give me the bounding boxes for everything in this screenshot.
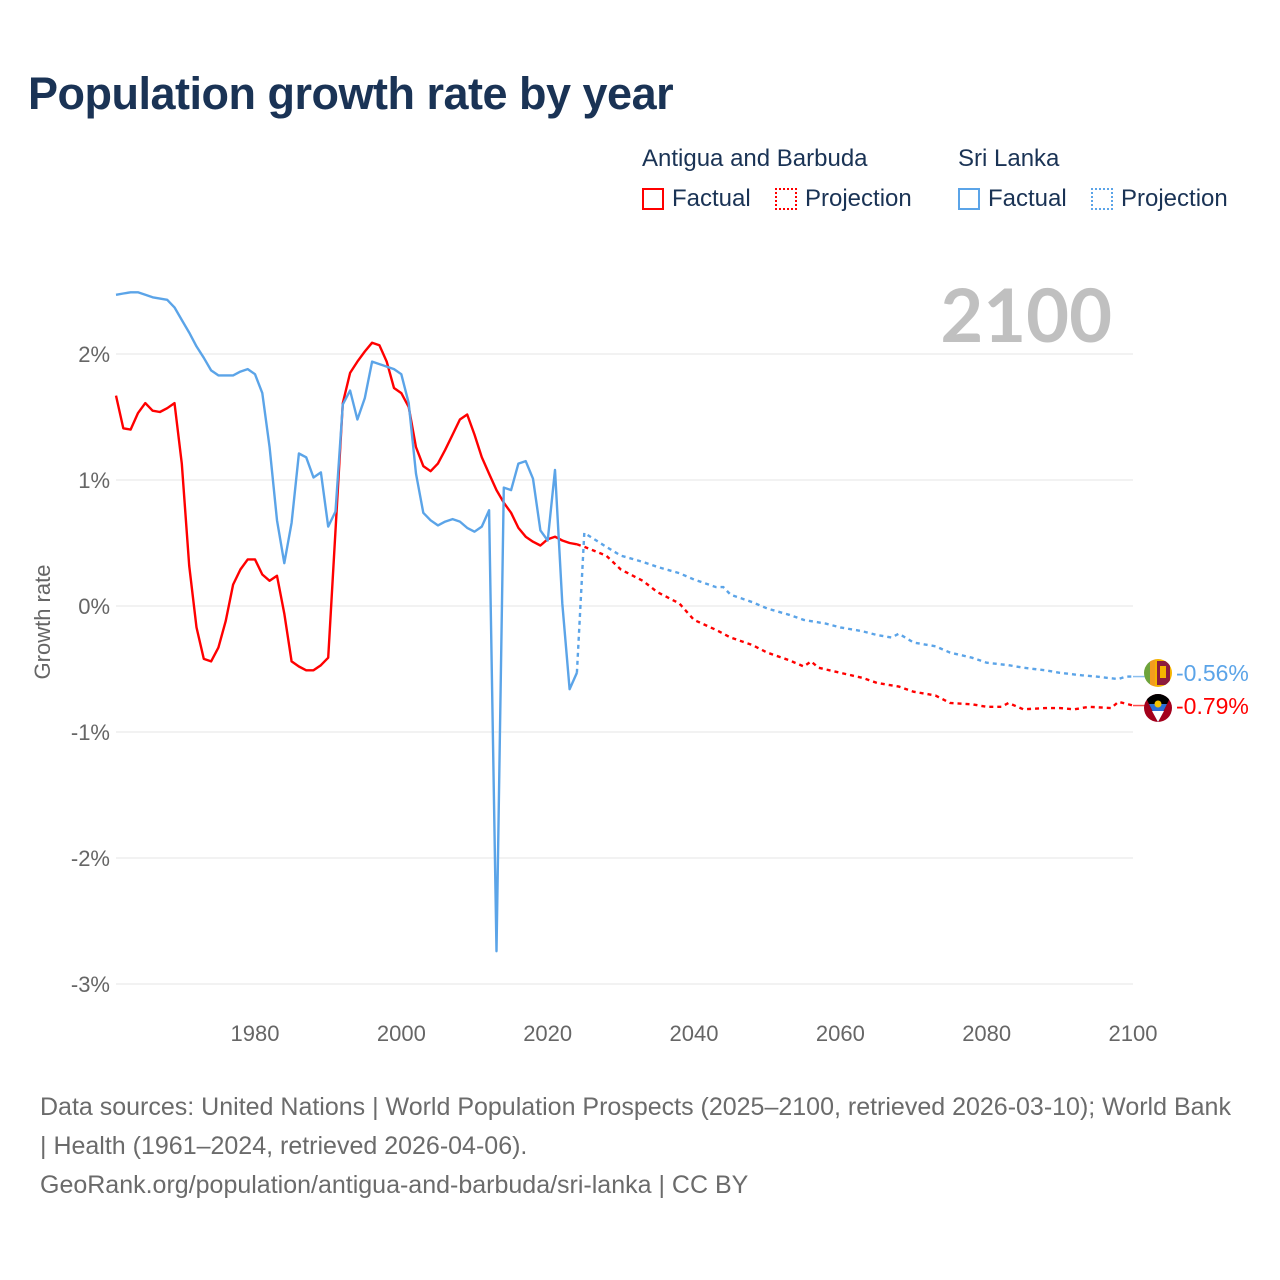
y-tick-label: 0% bbox=[78, 594, 110, 619]
x-tick-label: 2000 bbox=[377, 1021, 426, 1046]
dotted-swatch-icon bbox=[1091, 188, 1113, 210]
y-axis-label: Growth rate bbox=[30, 565, 55, 680]
legend-item-factual[interactable]: Factual bbox=[958, 185, 1067, 213]
y-tick-label: 2% bbox=[78, 342, 110, 367]
legend-item-projection[interactable]: Projection bbox=[775, 185, 912, 213]
flag-sri-lanka-icon bbox=[1144, 659, 1172, 687]
x-tick-label: 1980 bbox=[231, 1021, 280, 1046]
end-label-sri-lanka: -0.56% bbox=[1176, 660, 1249, 686]
x-tick-label: 2020 bbox=[523, 1021, 572, 1046]
chart-title: Population growth rate by year bbox=[28, 68, 674, 119]
factual-line-antigua-and-barbuda bbox=[114, 341, 578, 672]
legend-title: Antigua and Barbuda bbox=[642, 145, 868, 172]
footer: Data sources: United Nations | World Pop… bbox=[40, 1088, 1240, 1205]
factual-line-sri-lanka bbox=[115, 291, 578, 953]
projection-line-antigua-and-barbuda bbox=[576, 543, 1134, 711]
legend-item-projection[interactable]: Projection bbox=[1091, 185, 1228, 213]
y-tick-label: -3% bbox=[71, 972, 110, 997]
solid-swatch-icon bbox=[642, 188, 664, 210]
x-tick-label: 2080 bbox=[962, 1021, 1011, 1046]
data-sources: Data sources: United Nations | World Pop… bbox=[40, 1093, 1231, 1160]
x-axis-ticks: 1980 2000 2020 2040 2060 2080 2100 bbox=[231, 1021, 1158, 1046]
dotted-swatch-icon bbox=[775, 188, 797, 210]
y-axis-ticks: 2% 1% 0% -1% -2% -3% bbox=[71, 342, 110, 997]
end-label-antigua: -0.79% bbox=[1176, 693, 1249, 719]
gridlines bbox=[116, 353, 1133, 985]
x-tick-label: 2060 bbox=[816, 1021, 865, 1046]
legend-item-factual[interactable]: Factual bbox=[642, 185, 751, 213]
y-tick-label: 1% bbox=[78, 468, 110, 493]
current-year-label: 2100 bbox=[940, 269, 1112, 358]
legend-label: Projection bbox=[805, 185, 912, 212]
legend-title: Sri Lanka bbox=[958, 145, 1060, 172]
y-tick-label: -1% bbox=[71, 720, 110, 745]
projection-line-sri-lanka bbox=[575, 530, 1133, 681]
flag-antigua-icon bbox=[1144, 694, 1172, 722]
legend-label: Factual bbox=[988, 185, 1067, 212]
legend-label: Projection bbox=[1121, 185, 1228, 212]
legend-label: Factual bbox=[672, 185, 751, 212]
series-lines bbox=[114, 291, 1146, 953]
solid-swatch-icon bbox=[958, 188, 980, 210]
x-tick-label: 2040 bbox=[670, 1021, 719, 1046]
x-tick-label: 2100 bbox=[1109, 1021, 1158, 1046]
y-tick-label: -2% bbox=[71, 846, 110, 871]
credit-link[interactable]: GeoRank.org/population/antigua-and-barbu… bbox=[40, 1171, 749, 1199]
